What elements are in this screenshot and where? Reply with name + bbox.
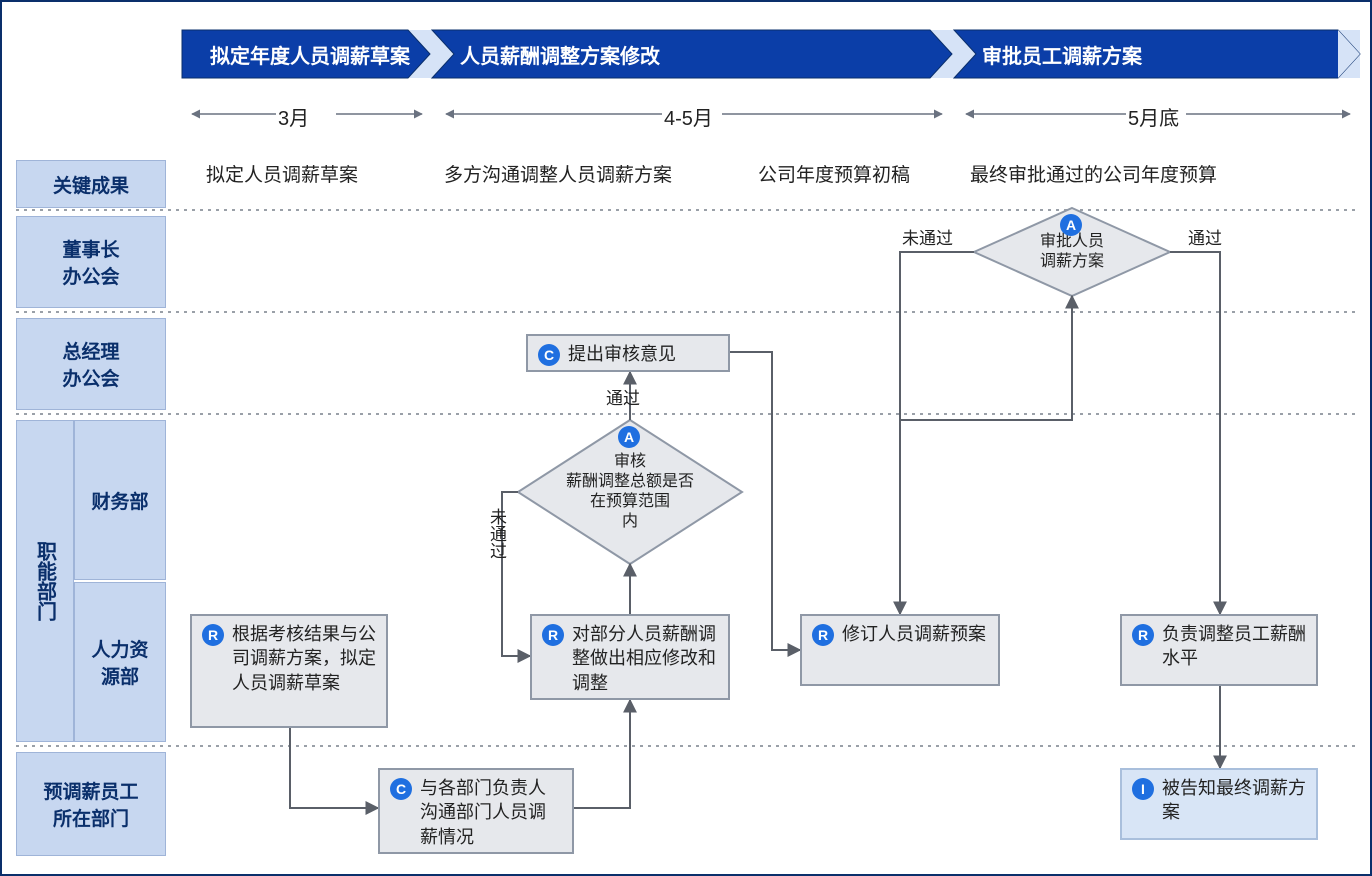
node-n2: C与各部门负责人沟通部门人员调薪情况 <box>378 768 574 854</box>
lane-functional: 职能部门 <box>16 420 74 742</box>
raci-badge-I: I <box>1132 778 1154 800</box>
raci-badge-R: R <box>542 624 564 646</box>
raci-badge-A: A <box>618 426 640 448</box>
node-n4: C提出审核意见 <box>526 334 730 372</box>
key-result-2: 公司年度预算初稿 <box>758 160 910 187</box>
lane-chairman: 董事长办公会 <box>16 216 166 308</box>
period-m45: 4-5月 <box>664 102 713 131</box>
edge-label-3: 通过 <box>1188 224 1222 249</box>
raci-badge-A: A <box>1060 214 1082 236</box>
lane-dept: 预调薪员工所在部门 <box>16 752 166 856</box>
edge-label-0: 通过 <box>606 384 640 409</box>
lane-key_results: 关键成果 <box>16 160 166 208</box>
node-d2-badge: A <box>1060 212 1090 236</box>
edge-5 <box>730 352 800 650</box>
raci-badge-C: C <box>390 778 412 800</box>
edge-label-2: 未通过 <box>902 224 953 249</box>
lane-gm: 总经理办公会 <box>16 318 166 410</box>
key-result-1: 多方沟通调整人员调薪方案 <box>444 160 672 187</box>
node-n3: R对部分人员薪酬调整做出相应修改和调整 <box>530 614 730 700</box>
raci-badge-R: R <box>202 624 224 646</box>
lane-hr: 人力资源部 <box>74 582 166 742</box>
node-d1-badge: A <box>618 424 648 448</box>
node-n6: R负责调整员工薪酬水平 <box>1120 614 1318 686</box>
node-n1: R根据考核结果与公司调薪方案，拟定人员调薪草案 <box>190 614 388 728</box>
edge-6 <box>900 296 1072 614</box>
phase-p2: 人员薪酬调整方案修改 <box>432 30 952 78</box>
node-n7: I被告知最终调薪方案 <box>1120 768 1318 840</box>
key-result-3: 最终审批通过的公司年度预算 <box>970 160 1217 187</box>
edge-8 <box>1170 252 1220 614</box>
raci-badge-C: C <box>538 344 560 366</box>
phase-p1: 拟定年度人员调薪草案 <box>182 30 430 78</box>
period-m5e: 5月底 <box>1128 102 1179 131</box>
phase-p3: 审批员工调薪方案 <box>954 30 1360 78</box>
lane-finance: 财务部 <box>74 420 166 580</box>
period-m3: 3月 <box>278 102 309 131</box>
edge-1 <box>574 700 630 808</box>
edge-label-1: 未通过 <box>484 508 509 559</box>
edge-7 <box>900 252 974 614</box>
edge-0 <box>290 728 378 808</box>
raci-badge-R: R <box>812 624 834 646</box>
raci-badge-R: R <box>1132 624 1154 646</box>
key-result-0: 拟定人员调薪草案 <box>206 160 358 187</box>
node-n5: R修订人员调薪预案 <box>800 614 1000 686</box>
node-d1: 审核薪酬调整总额是否在预算范围内 <box>532 434 728 550</box>
